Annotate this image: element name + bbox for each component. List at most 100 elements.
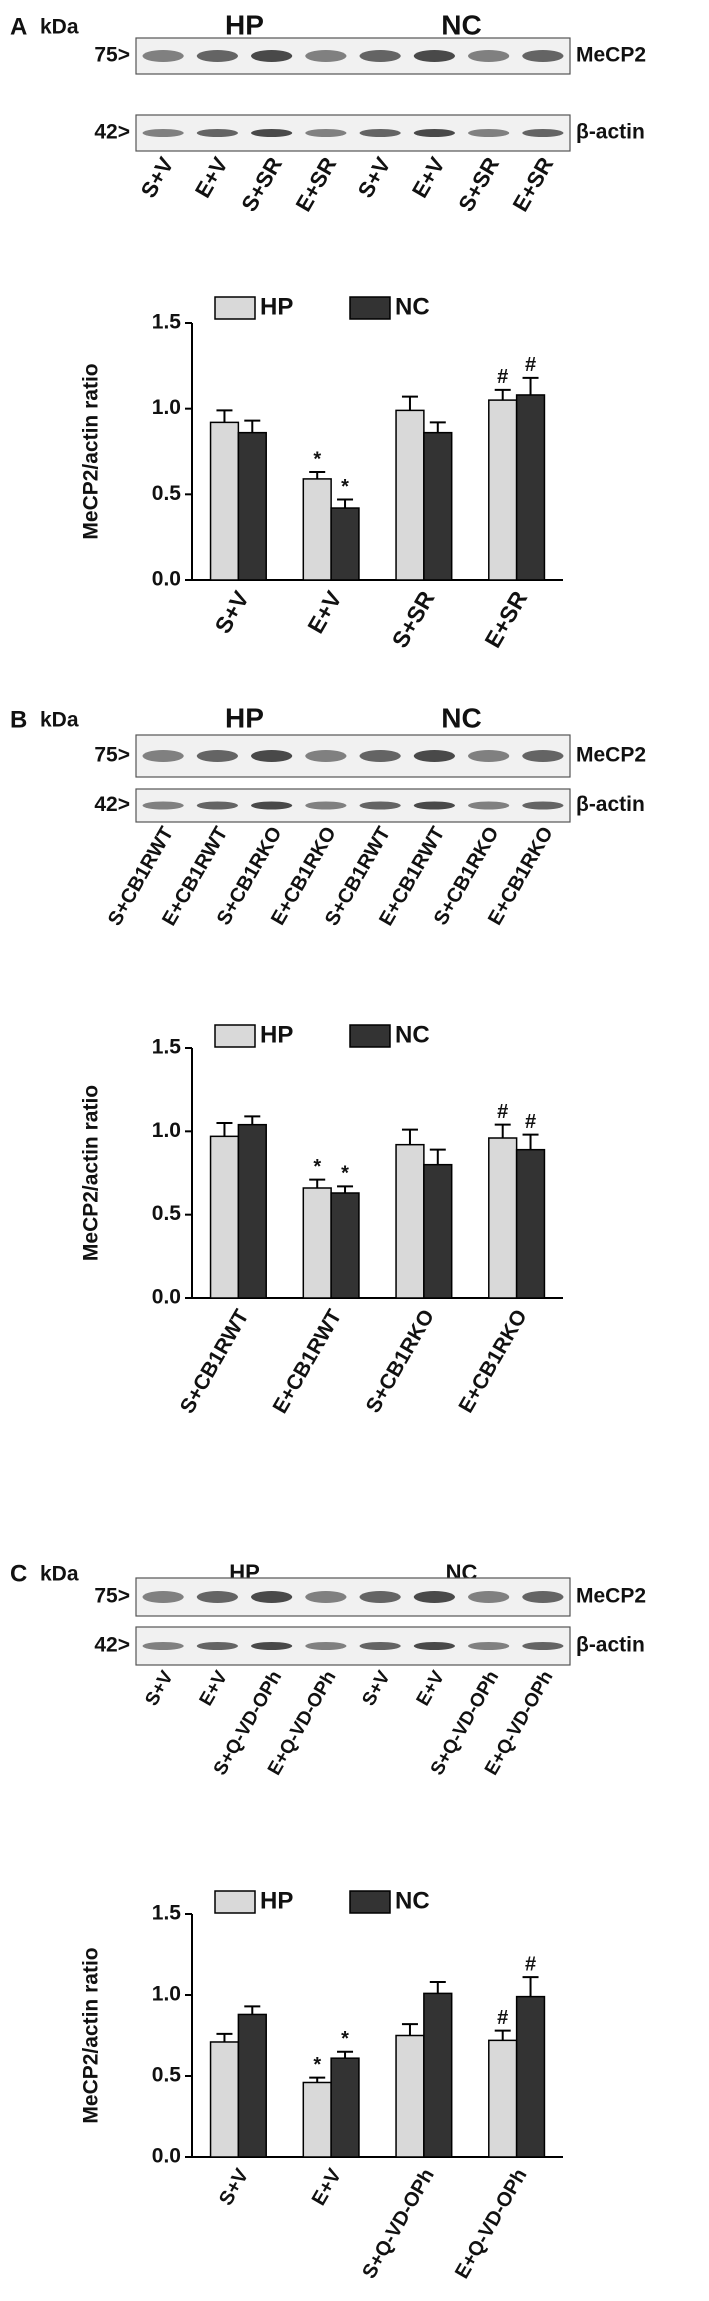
significance-label: # [525,354,536,376]
blot-band [196,801,238,810]
blot-band [305,129,347,137]
blot-band [251,801,293,810]
marker-label: 75> [94,744,130,767]
group-label: NC [441,9,481,40]
blot-band [142,1642,184,1650]
blot-band [251,129,293,137]
error-bar [244,2005,261,2015]
legend-swatch [349,1890,391,1914]
legend-label: HP [260,293,293,320]
error-bar [337,2050,354,2059]
x-tick-label: E+CB1RKO [454,1306,531,1417]
x-tick-label: E+V [302,586,347,638]
error-bar [309,1178,326,1188]
x-tick-label: E+CB1RWT [268,1306,346,1418]
blot-band [359,1591,401,1603]
y-tick-label: 0.5 [152,2064,182,2087]
kda-label: kDa [40,709,79,732]
blot-band [196,1591,238,1603]
legend-swatch [214,296,256,320]
bar [515,1148,546,1299]
significance-label: # [525,1111,536,1133]
bar [488,1137,518,1299]
bar [395,409,425,581]
y-tick-label: 0.0 [152,568,181,591]
bar [302,1187,332,1299]
x-tick-label: S+Q-VD-OPh [358,2165,438,2282]
significance-label: * [313,1156,321,1178]
blot-band [468,1591,510,1603]
bar [515,1995,546,2158]
bar [209,2041,240,2158]
significance-label: # [525,1953,536,1975]
x-tick-label: S+CB1RKO [362,1306,439,1417]
significance-label: # [497,1101,508,1123]
blot-band [468,750,510,762]
error-bar [429,1148,446,1165]
error-bar [522,1133,539,1150]
bar [209,421,240,581]
y-tick-label: 1.0 [152,1119,181,1142]
y-tick-label: 0.5 [152,1202,182,1225]
significance-label: * [313,2054,321,2076]
blot-band [196,129,238,137]
blot-band [251,50,293,62]
kda-label: kDa [40,1563,79,1586]
x-tick-label: S+SR [387,586,440,652]
blot-band [413,50,455,62]
bar [209,1135,240,1299]
blot-band [251,1642,293,1650]
marker-label: 75> [94,1585,130,1608]
blot-band [305,801,347,810]
x-tick-label: S+CB1RWT [176,1306,254,1418]
protein-label: β-actin [576,1634,645,1657]
blot-band [142,1591,184,1603]
error-bar [244,1115,261,1125]
protein-label: β-actin [576,121,645,144]
y-tick-label: 1.5 [152,1902,182,1925]
marker-label: 42> [94,1634,130,1657]
lane-label: E+V [407,153,450,202]
blot-band [359,801,401,810]
error-bar [337,498,354,509]
significance-label: * [313,448,321,470]
error-bar [309,471,326,479]
significance-label: * [341,2028,349,2050]
legend-swatch [214,1024,256,1048]
bar [488,399,518,581]
error-bar [494,1123,511,1138]
marker-label: 42> [94,793,130,816]
protein-label: MeCP2 [576,1585,646,1608]
y-tick-label: 0.0 [152,1286,181,1309]
panel-label: A [10,13,27,40]
legend-label: HP [260,1887,293,1914]
blot-band [413,1642,455,1650]
error-bar [522,376,539,395]
x-tick-label: S+V [209,586,254,638]
y-tick-label: 0.5 [152,482,182,505]
blot-band [359,129,401,137]
blot-band [522,50,564,62]
bar [488,2039,518,2158]
error-bar [244,419,261,433]
blot-band [522,129,564,137]
error-bar [401,1128,418,1145]
significance-label: # [497,366,508,388]
bar [423,1992,453,2158]
blot-band [359,1642,401,1650]
kda-label: kDa [40,16,79,39]
bar [330,507,360,581]
lane-label: E+SR [508,153,559,216]
y-tick-label: 1.5 [152,311,182,334]
lane-label: E+SR [291,153,342,216]
blot-band [196,50,238,62]
significance-label: * [341,1163,349,1185]
blot-band [522,1591,564,1603]
group-label: HP [225,9,264,40]
protein-label: MeCP2 [576,744,646,767]
group-label: NC [441,702,481,733]
bar [237,431,267,581]
blot-band [468,129,510,137]
